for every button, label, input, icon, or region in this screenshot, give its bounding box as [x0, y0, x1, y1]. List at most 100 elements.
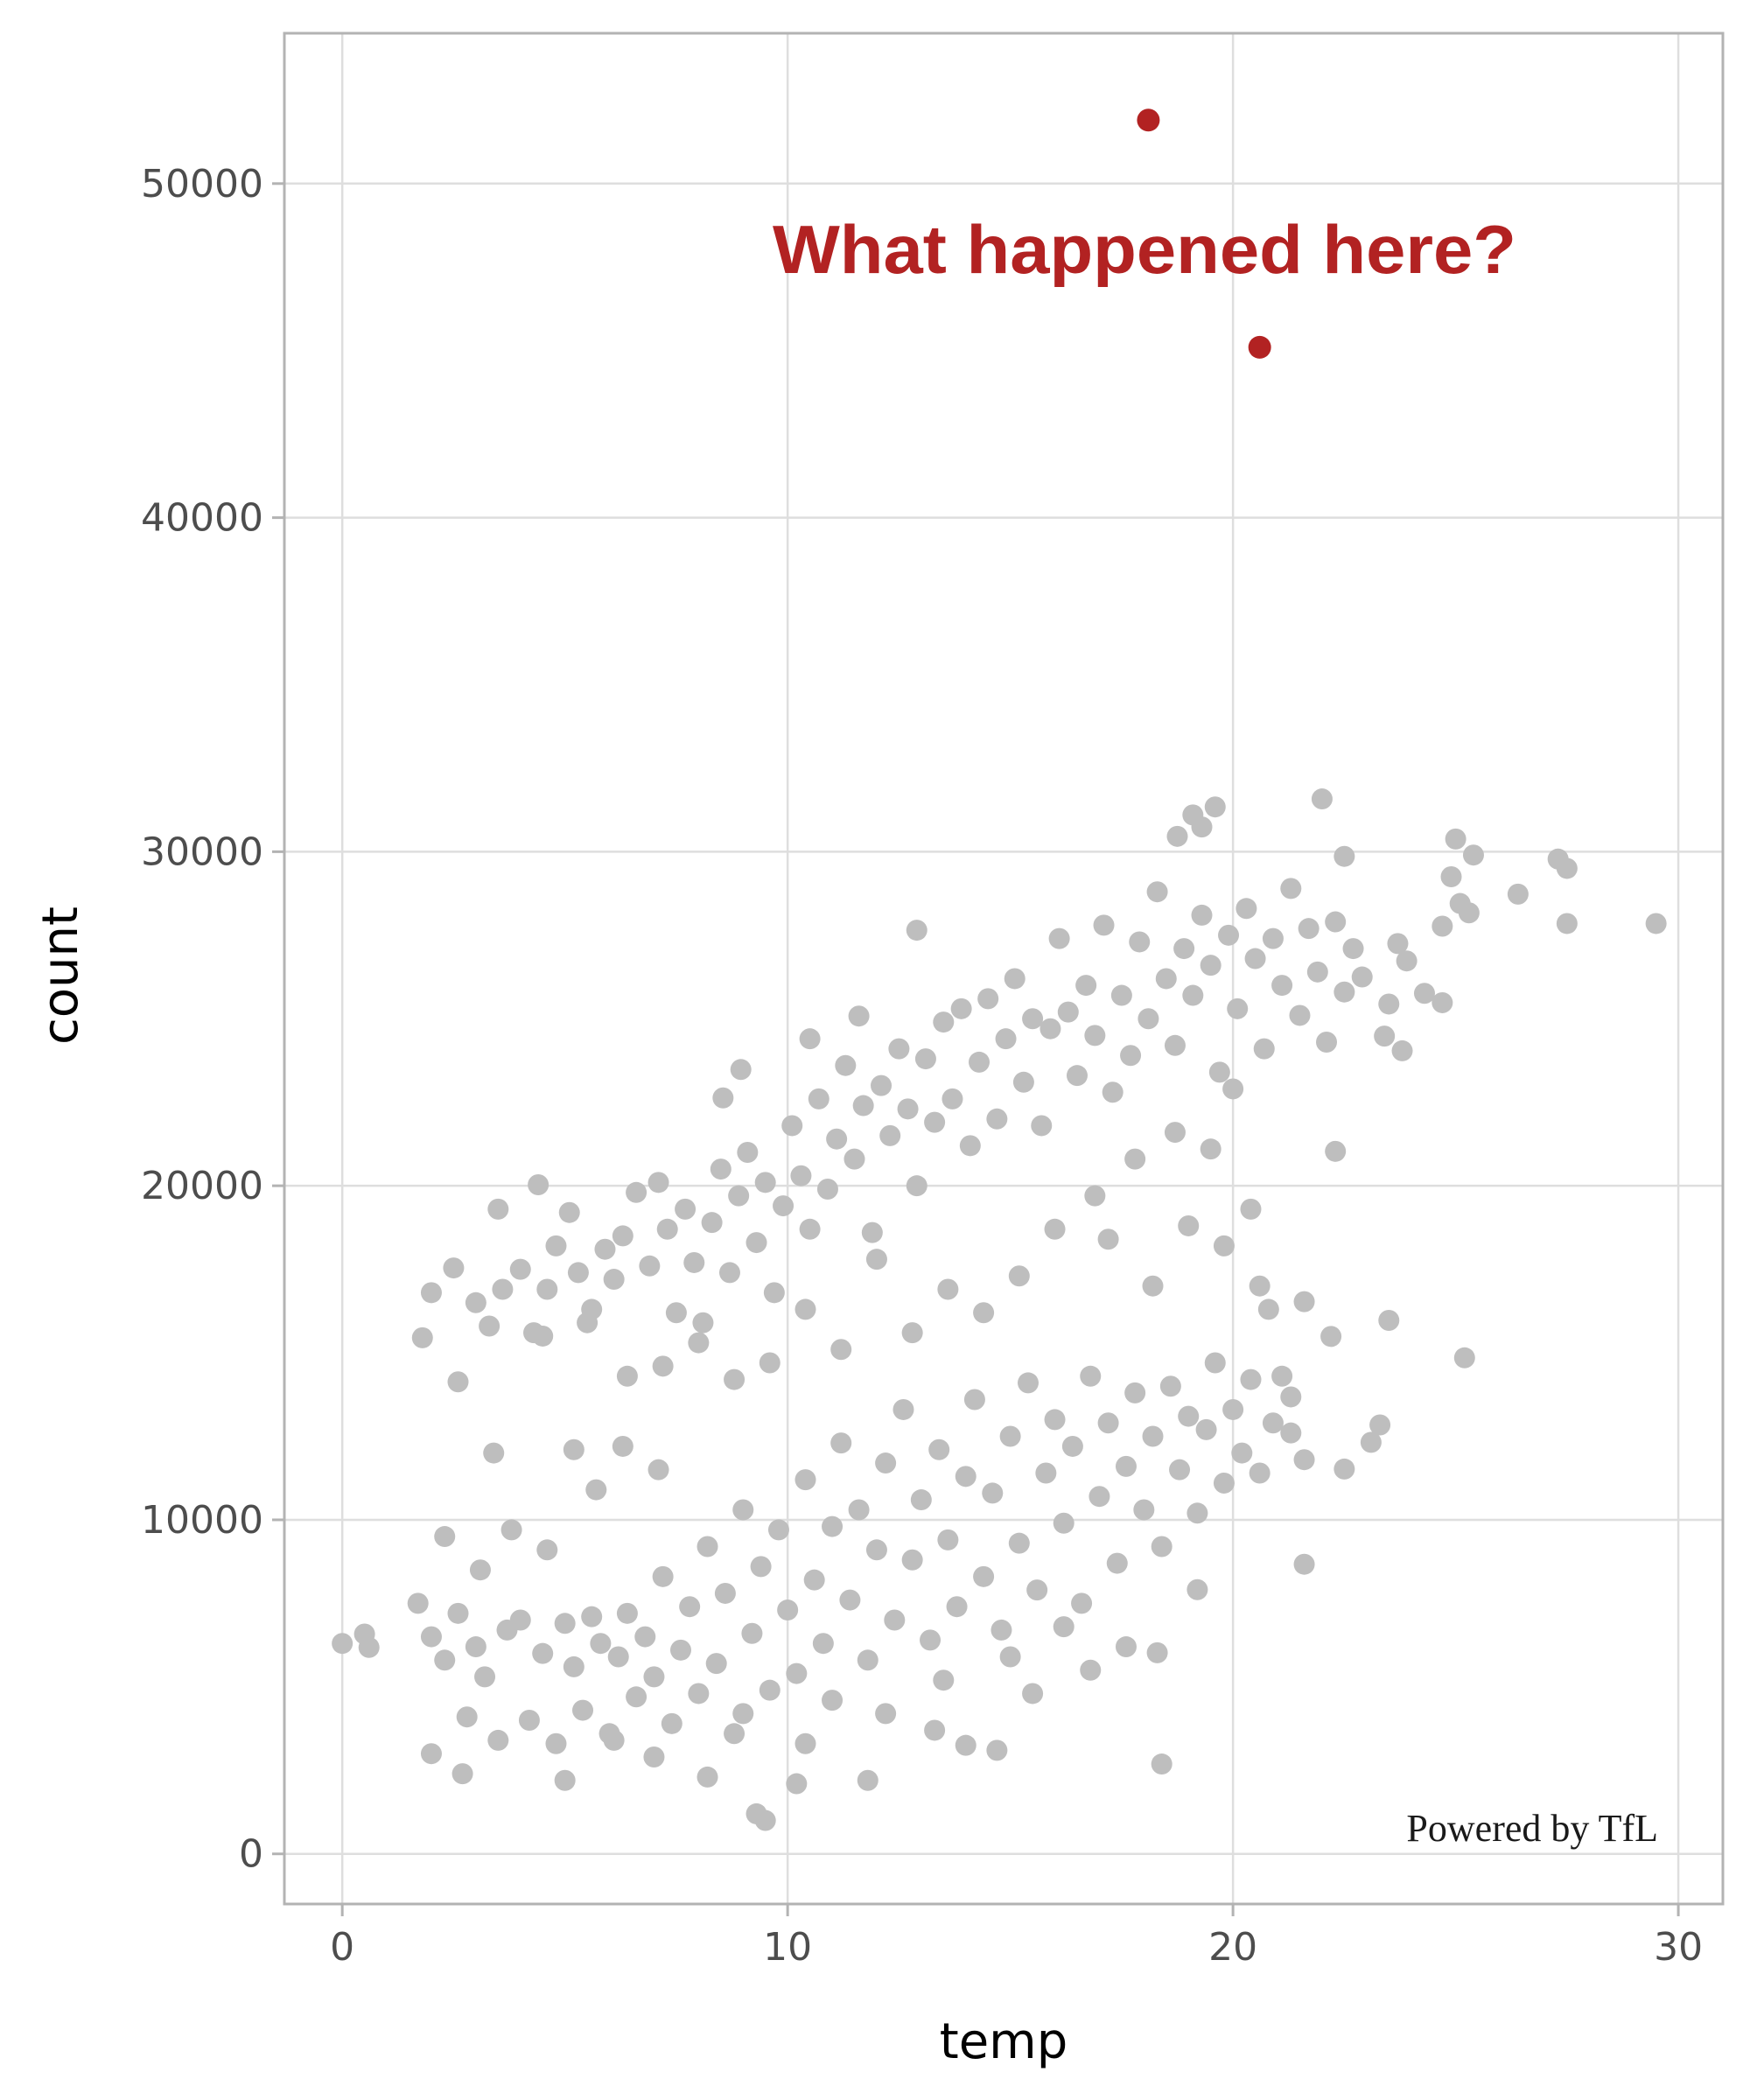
data-point	[906, 1175, 928, 1197]
data-point	[865, 1539, 887, 1561]
data-point	[1110, 984, 1132, 1006]
data-point	[879, 1124, 901, 1146]
data-point	[906, 920, 928, 942]
data-point	[1645, 913, 1667, 934]
data-point	[1387, 933, 1409, 955]
data-point	[594, 1238, 616, 1260]
data-point	[892, 1398, 914, 1420]
data-point	[652, 1355, 674, 1377]
data-point	[1178, 1405, 1200, 1427]
data-point	[532, 1325, 554, 1347]
data-point	[688, 1683, 710, 1704]
data-point	[1075, 975, 1097, 997]
data-point	[1186, 1502, 1208, 1524]
data-point	[456, 1706, 478, 1728]
data-point	[754, 1172, 776, 1194]
data-point	[1191, 816, 1213, 838]
data-point	[554, 1613, 576, 1634]
data-point	[675, 1198, 696, 1220]
data-point	[465, 1292, 486, 1313]
data-point	[901, 1549, 923, 1571]
data-point	[1325, 911, 1347, 933]
data-point	[612, 1435, 634, 1457]
data-point	[1142, 1425, 1164, 1447]
data-point	[420, 1282, 442, 1304]
data-point	[933, 1012, 955, 1033]
data-point	[1093, 914, 1115, 936]
data-point	[652, 1565, 674, 1587]
data-point	[754, 1810, 776, 1831]
caption: Powered by TfL	[1406, 1807, 1658, 1850]
data-point	[1334, 1458, 1355, 1480]
data-point	[816, 1178, 838, 1200]
data-point	[332, 1633, 354, 1655]
data-point	[1204, 1352, 1226, 1374]
data-point	[1146, 881, 1168, 903]
data-point	[1351, 966, 1373, 988]
data-point	[875, 1452, 897, 1474]
data-point	[835, 1054, 857, 1076]
data-point	[1378, 1310, 1400, 1332]
data-point	[999, 1646, 1021, 1668]
data-point	[1133, 1499, 1155, 1521]
data-point	[986, 1108, 1008, 1130]
data-point	[679, 1596, 701, 1618]
data-point	[1084, 1185, 1106, 1207]
y-tick-label: 40000	[141, 496, 263, 541]
data-point	[790, 1165, 812, 1186]
data-point	[585, 1479, 607, 1501]
data-point	[1316, 1031, 1338, 1053]
data-point	[487, 1729, 509, 1751]
data-point	[861, 1222, 883, 1243]
data-point	[469, 1559, 491, 1581]
data-point	[808, 1088, 830, 1110]
data-point	[479, 1315, 500, 1337]
data-point	[683, 1251, 705, 1273]
data-point	[1115, 1636, 1137, 1658]
data-point	[803, 1569, 825, 1591]
data-point	[1008, 1532, 1030, 1554]
data-point	[750, 1556, 772, 1578]
data-point	[1186, 1578, 1208, 1600]
data-point	[696, 1536, 718, 1558]
data-point	[1106, 1552, 1128, 1574]
data-point	[857, 1769, 878, 1791]
data-point	[1289, 1004, 1311, 1026]
data-point	[1360, 1432, 1382, 1453]
data-point	[724, 1723, 746, 1745]
data-point	[688, 1332, 710, 1354]
data-point	[563, 1656, 584, 1677]
data-point	[1244, 948, 1266, 970]
y-tick-label: 0	[239, 1832, 263, 1877]
data-point	[1445, 828, 1466, 850]
data-point	[1374, 1026, 1396, 1047]
data-point	[581, 1606, 603, 1628]
y-tick-label: 20000	[141, 1164, 263, 1208]
data-point	[1236, 898, 1257, 920]
data-point	[955, 1466, 976, 1488]
data-point	[973, 1302, 995, 1324]
annotation: What happened here?	[773, 211, 1516, 288]
data-point	[1293, 1553, 1315, 1575]
data-point	[1088, 1486, 1110, 1508]
data-point	[1556, 913, 1578, 934]
data-point	[1378, 993, 1400, 1015]
data-point	[1022, 1008, 1044, 1030]
data-point	[420, 1626, 442, 1648]
data-point	[656, 1218, 678, 1240]
data-point	[1178, 1214, 1200, 1236]
data-point	[434, 1526, 456, 1548]
data-point	[447, 1371, 469, 1393]
data-point	[483, 1442, 505, 1464]
data-point	[777, 1600, 799, 1621]
data-point	[443, 1257, 465, 1279]
data-point	[567, 1262, 589, 1284]
data-point	[786, 1773, 808, 1795]
data-point	[822, 1516, 844, 1537]
data-point	[1342, 938, 1364, 960]
data-point	[1257, 1298, 1279, 1320]
y-tick-label: 30000	[141, 830, 263, 874]
data-point	[1166, 825, 1188, 847]
data-point	[626, 1686, 648, 1708]
